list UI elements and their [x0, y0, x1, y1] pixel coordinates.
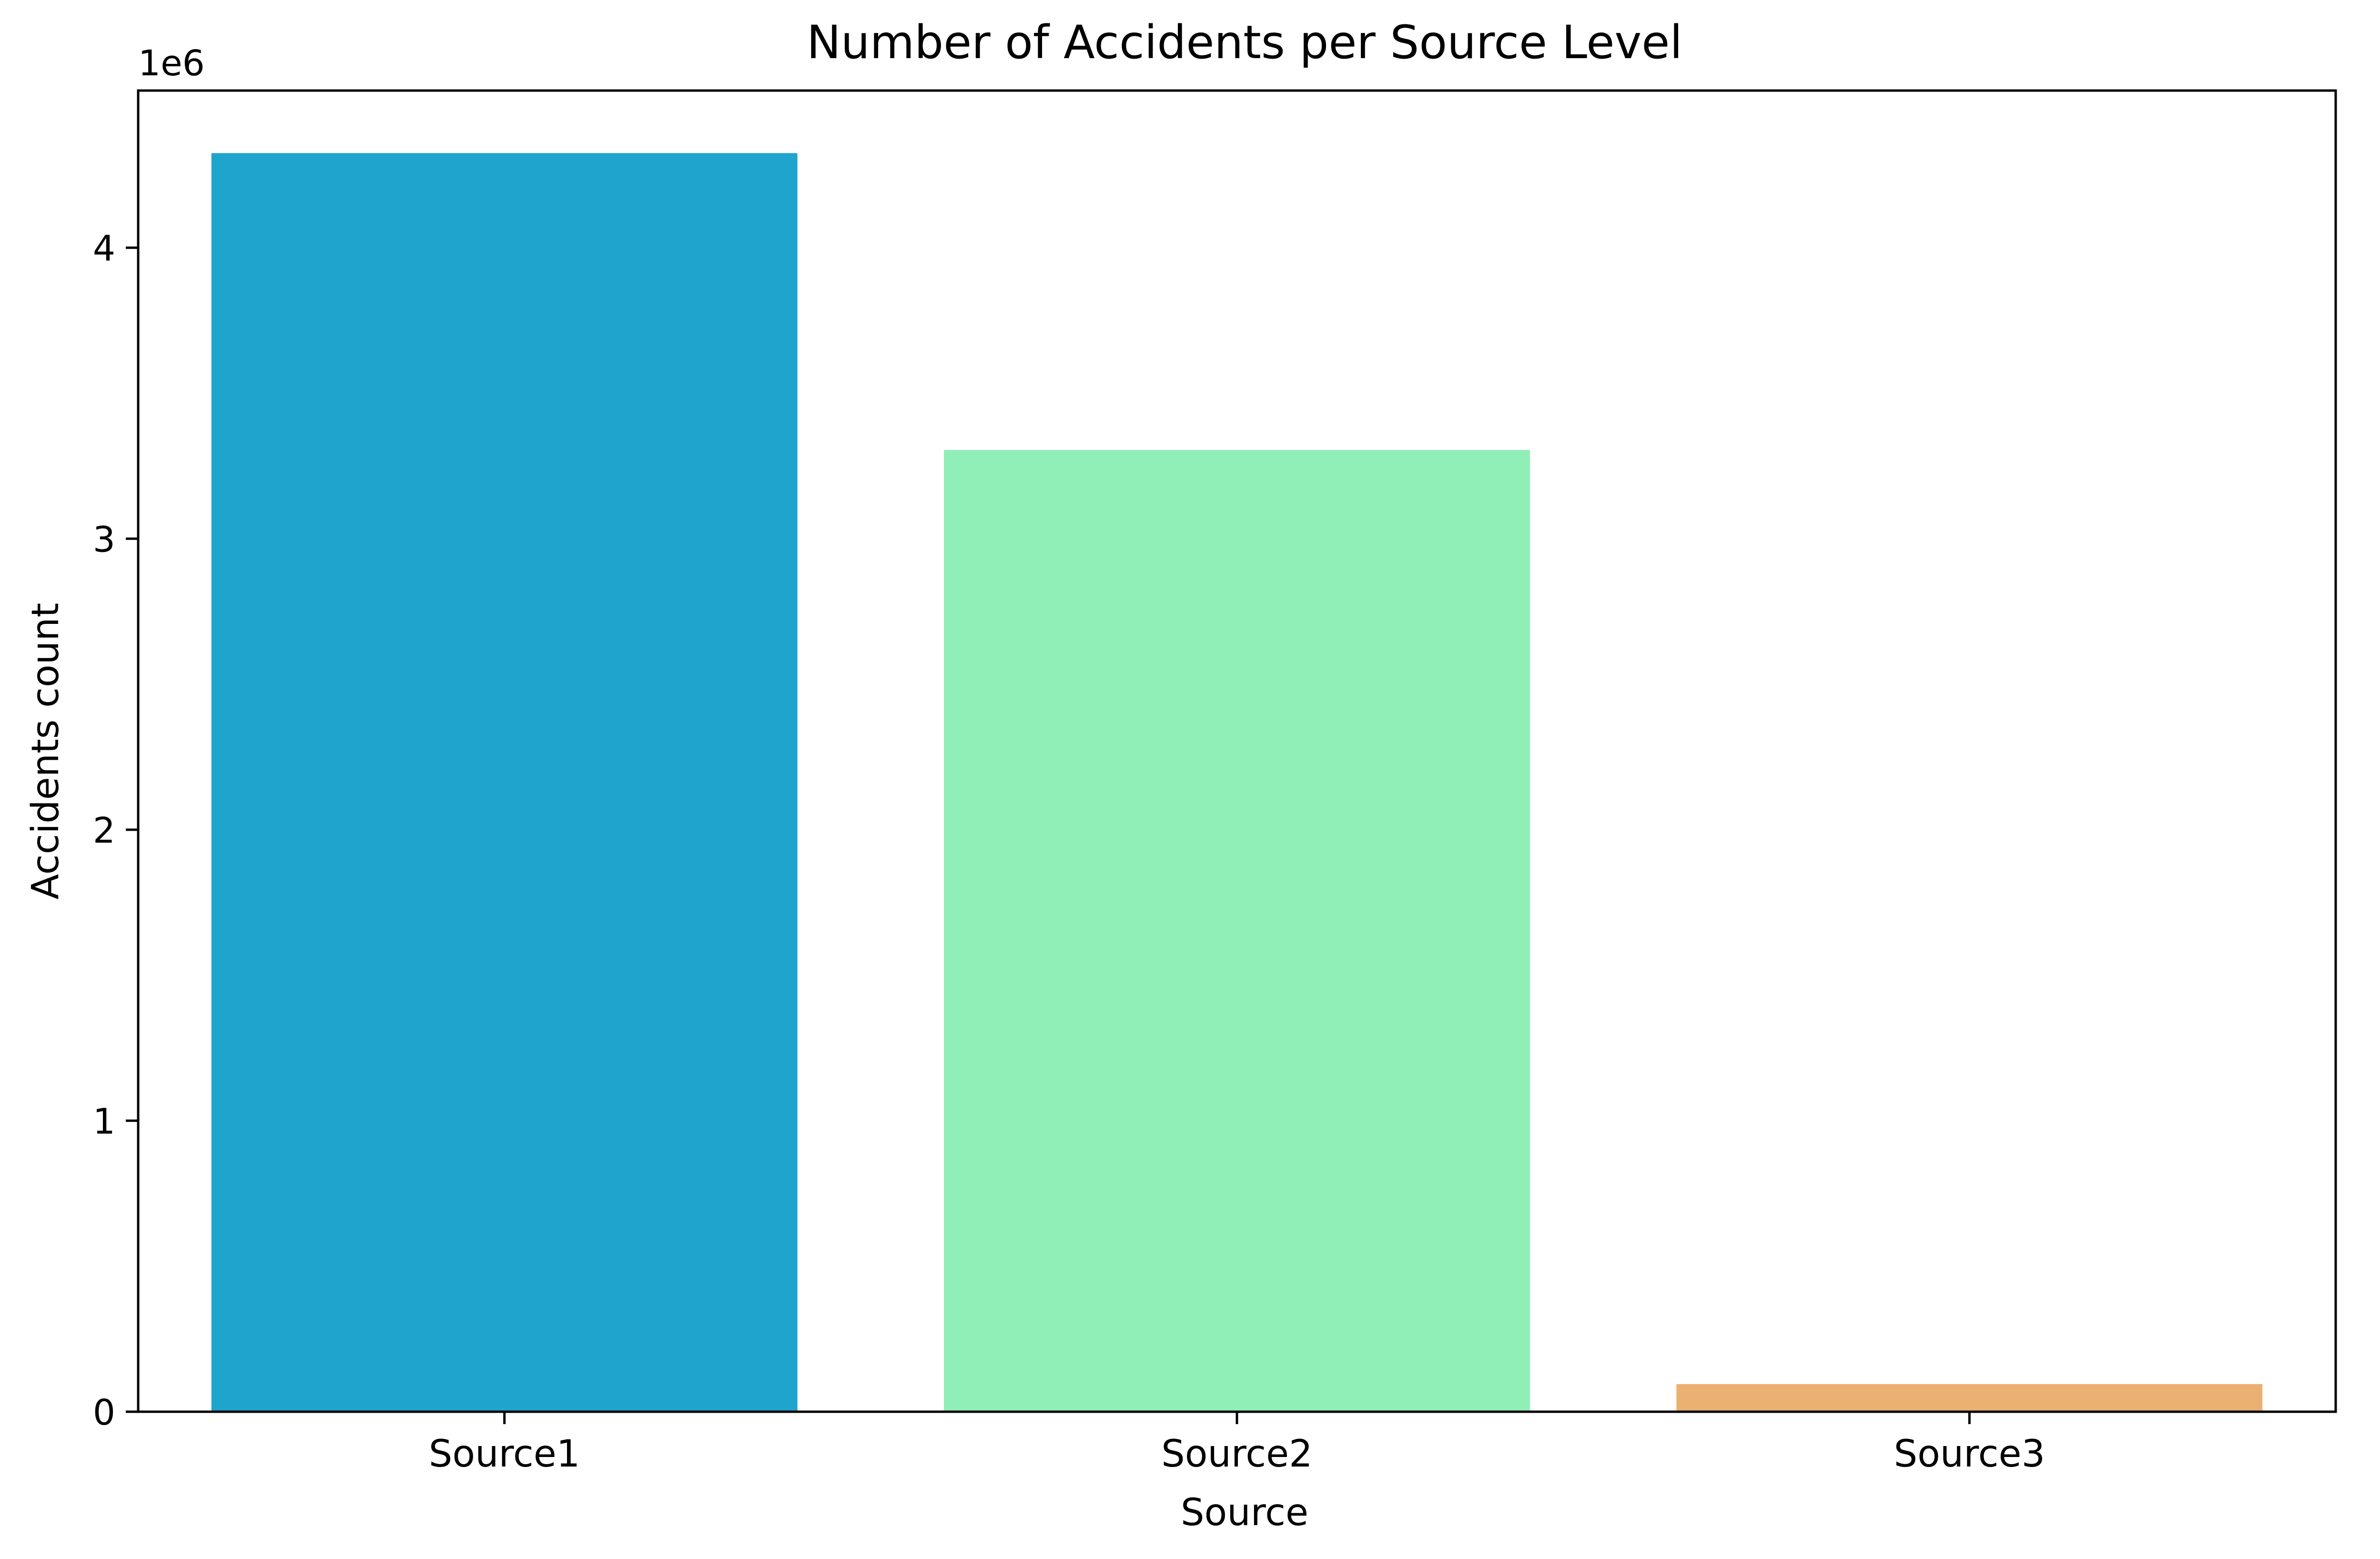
- x-tick-label-source1: Source1: [429, 1433, 580, 1476]
- bar-source3: [1676, 1384, 2263, 1412]
- y-axis-ticks: 0 1 2 3 4: [93, 228, 138, 1433]
- y-tick-label: 2: [93, 810, 115, 851]
- bars-group: [211, 153, 2263, 1412]
- chart-title: Number of Accidents per Source Level: [807, 16, 1682, 69]
- bar-source1: [211, 153, 798, 1412]
- x-tick-label-source3: Source3: [1894, 1433, 2046, 1476]
- y-tick-label: 1: [93, 1101, 115, 1142]
- y-axis-offset-label: 1e6: [138, 43, 205, 84]
- y-axis-label: Accidents count: [24, 603, 67, 899]
- x-axis-label: Source: [1181, 1491, 1308, 1534]
- x-axis-ticks: Source1 Source2 Source3: [429, 1412, 2045, 1476]
- y-tick-label: 3: [93, 519, 115, 560]
- x-tick-label-source2: Source2: [1161, 1433, 1313, 1476]
- bar-source2: [944, 450, 1530, 1412]
- y-tick-label: 0: [93, 1392, 115, 1433]
- y-tick-label: 4: [93, 228, 115, 269]
